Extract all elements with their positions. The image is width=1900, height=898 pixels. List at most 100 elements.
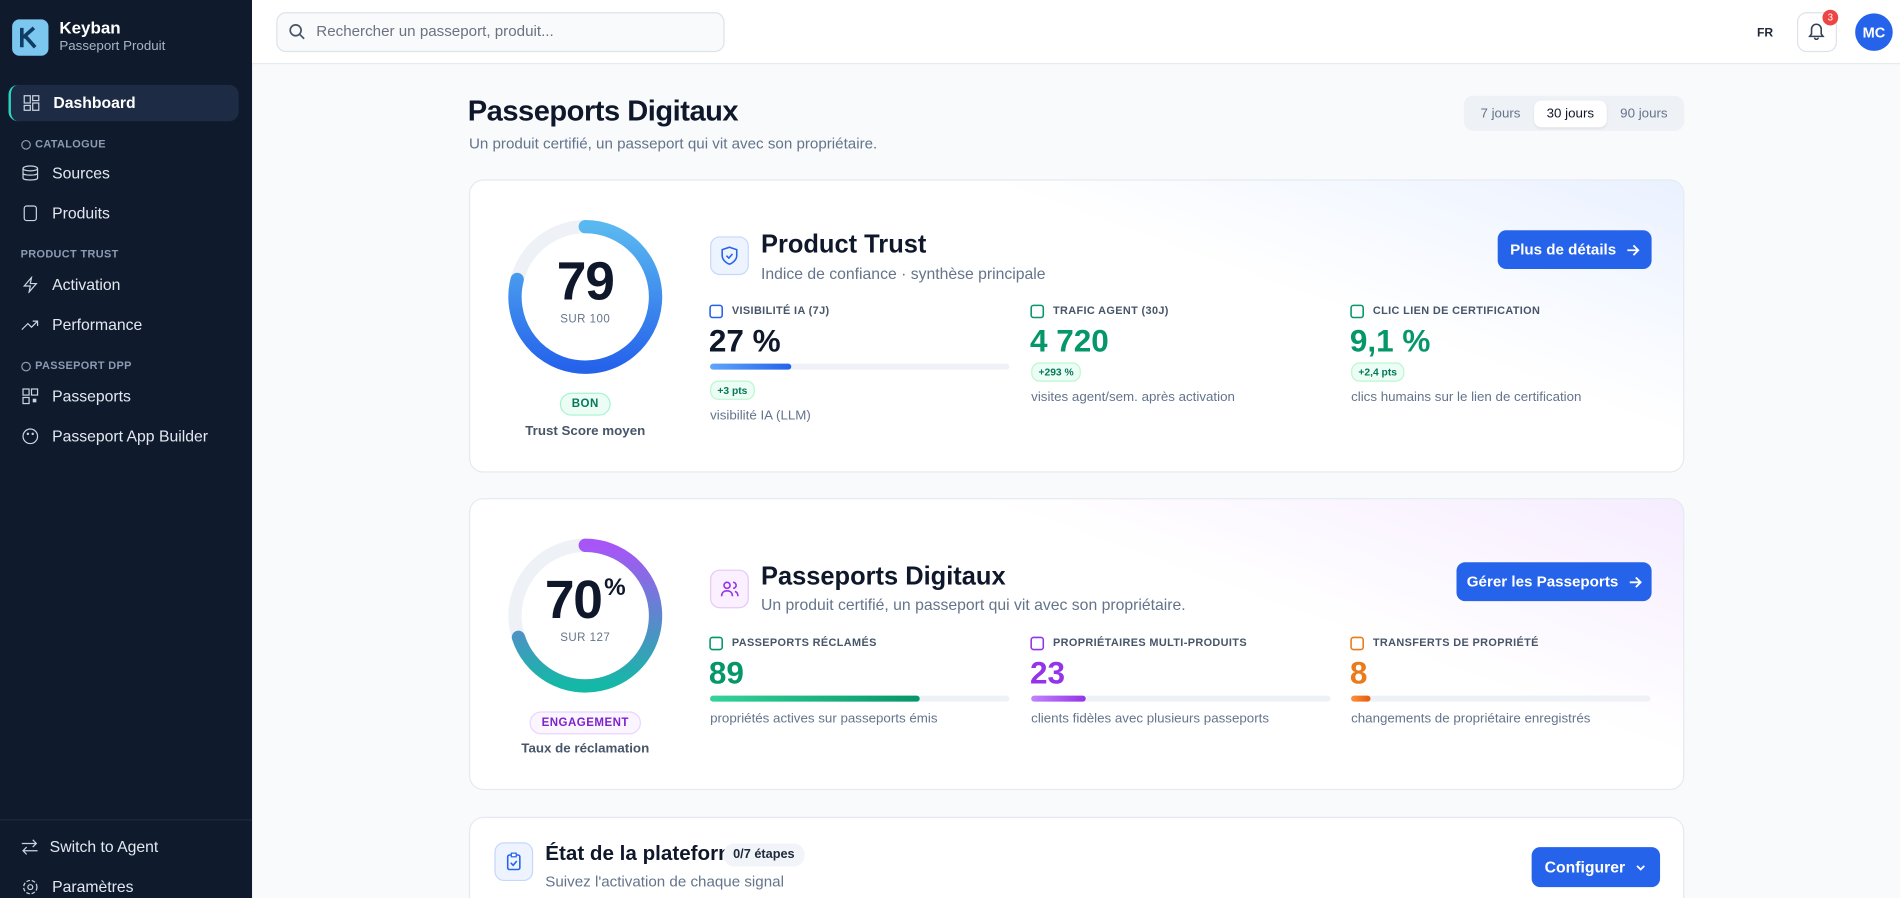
configure-button[interactable]: Configurer: [1531, 847, 1661, 888]
progress-track: [710, 363, 1010, 370]
metric-icon: [1350, 304, 1364, 319]
metric-caption: clients fidèles avec plusieurs passeport…: [1031, 711, 1270, 726]
steps-badge: 0/7 étapes: [723, 843, 805, 867]
gauge-unit: %: [604, 574, 626, 602]
icon: [23, 879, 38, 895]
card-title: État de la plateforme: [545, 842, 748, 866]
icon: [1808, 23, 1825, 40]
metric-icon: [1350, 636, 1364, 651]
details-button[interactable]: Plus de détails: [1497, 230, 1652, 270]
tagline: Passeport Produit: [59, 39, 166, 54]
icon: [22, 165, 39, 181]
metric-label: PASSEPORTS RÉCLAMÉS: [731, 636, 877, 649]
period-option[interactable]: 90 jours: [1620, 106, 1668, 121]
metric-label: TRANSFERTS DE PROPRIÉTÉ: [1372, 636, 1539, 649]
card-subtitle: Indice de confiance · synthèse principal…: [760, 264, 1046, 283]
nav-item[interactable]: Passeports: [52, 386, 131, 406]
manage-button[interactable]: Gérer les Passeports: [1456, 562, 1652, 602]
page-subtitle: Un produit certifié, un passeport qui vi…: [468, 135, 878, 153]
nav-item[interactable]: Paramètres: [52, 877, 134, 896]
notification-count: 3: [1822, 9, 1839, 26]
search-box[interactable]: [276, 12, 725, 53]
icon: [289, 23, 305, 40]
card-title: Passeports Digitaux: [760, 562, 1006, 591]
gauge-prefix: SUR: [560, 312, 586, 326]
gauge-number: 79: [488, 253, 682, 311]
progress-bar: [1031, 695, 1086, 702]
metric-value: 8: [1349, 654, 1368, 691]
progress-bar: [710, 695, 920, 702]
nav-item[interactable]: Passeport App Builder: [52, 426, 208, 446]
delta-badge: +2,4 pts: [1351, 362, 1405, 382]
gauge-prefix: SUR: [560, 631, 586, 645]
icon: [22, 276, 38, 294]
button-label: Configurer: [1544, 858, 1626, 877]
icon: [23, 95, 40, 111]
card-icon: [710, 236, 749, 276]
metric-caption: visites agent/sem. après activation: [1031, 390, 1235, 405]
nav-item[interactable]: Sources: [52, 163, 110, 183]
language[interactable]: FR: [1757, 26, 1774, 40]
delta-badge: +3 pts: [710, 380, 755, 400]
metric-icon: [1030, 304, 1045, 319]
card: [468, 816, 1685, 898]
status-badge: BON: [559, 392, 611, 416]
period-selector: 7 jours 30 jours 90 jours: [1463, 95, 1685, 131]
button-label: Plus de détails: [1510, 241, 1617, 259]
progress-bar: [710, 363, 791, 370]
card-icon: [494, 842, 534, 882]
metric-value: 4 720: [1029, 322, 1109, 359]
metric-label: TRAFIC AGENT (30J): [1052, 304, 1169, 317]
nav-item[interactable]: Dashboard: [53, 93, 136, 112]
gauge-value: 79: [556, 252, 615, 312]
nav-item[interactable]: Activation: [52, 275, 121, 294]
gauge-sub: SUR 127: [513, 631, 658, 644]
nav-item[interactable]: Performance: [52, 315, 143, 334]
period-option[interactable]: 30 jours: [1534, 99, 1607, 127]
nav-active[interactable]: [8, 84, 239, 122]
avatar[interactable]: MC: [1855, 13, 1893, 51]
gauge-sub: SUR 100: [513, 313, 658, 326]
sidebar: Keyban Passeport Produit Dashboard CATAL…: [0, 0, 253, 898]
divider: [0, 819, 253, 821]
icon: [21, 361, 31, 372]
metric-label: CLIC LIEN DE CERTIFICATION: [1372, 304, 1541, 317]
card-subtitle: Un produit certifié, un passeport qui vi…: [760, 595, 1186, 614]
icon: [21, 320, 39, 331]
metric-label: PROPRIÉTAIRES MULTI-PRODUITS: [1052, 636, 1247, 649]
gauge-number: 70%: [488, 570, 682, 631]
nav-item[interactable]: Switch to Agent: [49, 837, 159, 856]
metric-value: 23: [1029, 654, 1066, 691]
metric-icon: [1030, 636, 1045, 651]
status-badge: ENGAGEMENT: [529, 711, 642, 735]
search-placeholder: Rechercher un passeport, produit...: [316, 22, 554, 40]
card: [468, 498, 1685, 791]
badge-wrap: ENGAGEMENT: [464, 711, 706, 735]
card-title: Product Trust: [760, 230, 927, 259]
nav-section: CATALOGUE: [35, 137, 106, 150]
icon: [21, 839, 38, 855]
metric-icon: [709, 304, 723, 319]
progress-track: [1351, 695, 1651, 702]
period-option[interactable]: 7 jours: [1480, 106, 1521, 121]
icon: [22, 428, 39, 445]
gauge-total: 127: [589, 631, 611, 645]
progress-bar: [1351, 695, 1370, 702]
gauge-arc: [511, 538, 663, 693]
icon: [21, 139, 31, 150]
metric-caption: clics humains sur le lien de certificati…: [1351, 390, 1582, 405]
metric-icon: [709, 636, 723, 651]
delta-badge: +293 %: [1031, 362, 1081, 382]
logo: [12, 19, 49, 56]
button-label: Gérer les Passeports: [1466, 573, 1619, 591]
nav-item[interactable]: Produits: [52, 203, 110, 223]
gauge-value: 70: [544, 570, 603, 631]
metric-value: 27 %: [708, 322, 781, 359]
card: [468, 179, 1685, 473]
gauge-total: 100: [589, 312, 611, 326]
metric-caption: changements de propriétaire enregistrés: [1351, 711, 1591, 726]
